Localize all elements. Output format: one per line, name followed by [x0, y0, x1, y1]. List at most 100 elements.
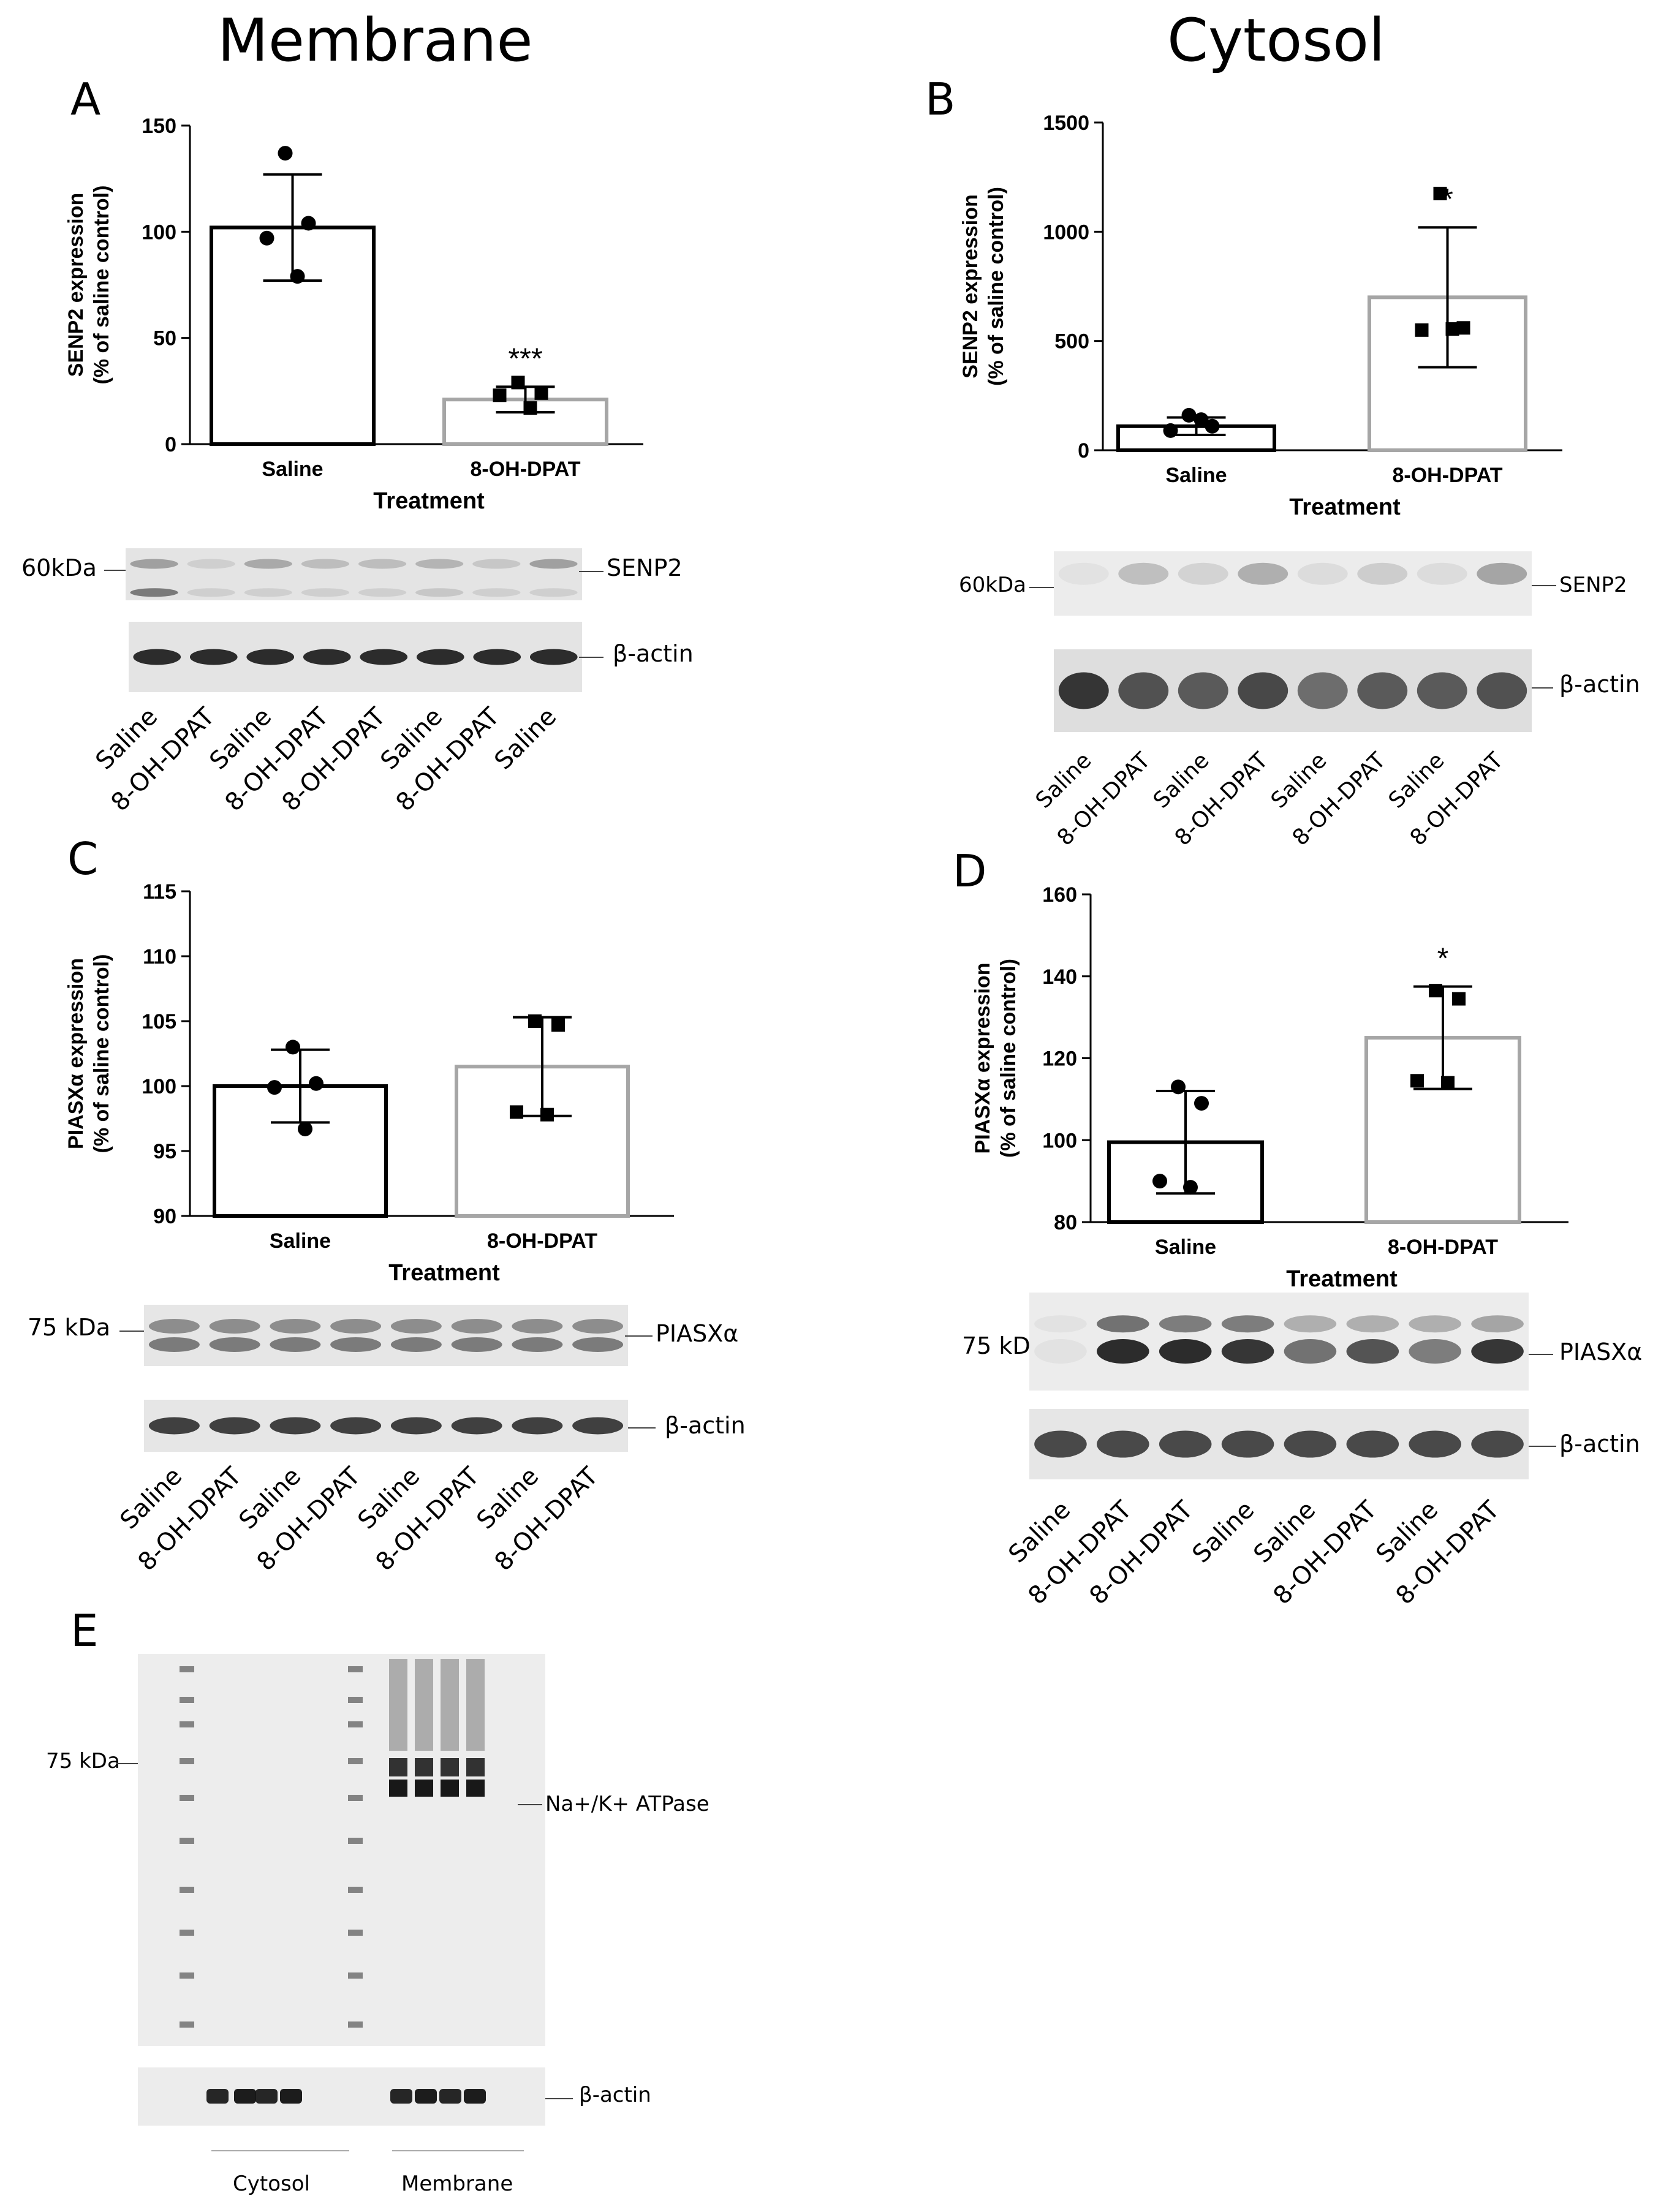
blot-background [126, 548, 582, 600]
blot-c-target-tick [625, 1335, 653, 1337]
blot-band [187, 559, 235, 569]
chart-c-y-tick-label: 110 [143, 945, 176, 968]
blot-e-atpase-band [415, 1780, 433, 1797]
blot-band [1058, 672, 1109, 709]
blot-e-atpase-band [441, 1758, 459, 1776]
chart-a-y-tick-label: 100 [142, 221, 176, 244]
blot-band [1409, 1339, 1461, 1364]
chart-b-point [1445, 322, 1459, 336]
blot-band [187, 588, 235, 597]
blot-band [1118, 562, 1169, 585]
chart-c-point [267, 1080, 282, 1095]
chart-d-y-tick-label: 100 [1042, 1129, 1077, 1152]
blot-b-actin-strip [1054, 649, 1532, 732]
blot-band [148, 1337, 200, 1352]
chart-a-point [493, 388, 507, 402]
blot-c-target-label: PIASXα [656, 1320, 739, 1347]
chart-d-significance: * [1437, 942, 1449, 975]
chart-c-category-label: Saline [270, 1229, 331, 1253]
chart-d-y-tick-label: 140 [1042, 965, 1077, 989]
panel-letter-a: A [70, 74, 101, 125]
blot-band [1284, 1339, 1337, 1364]
membrane-column-title: Membrane [218, 6, 533, 75]
chart-panel-d: 80 100 120 140 160 PIASXα expression (% of sal… [971, 883, 1568, 1292]
blot-e-ladder-left [180, 1838, 194, 1844]
blot-band [1097, 1315, 1149, 1333]
blot-band [1097, 1430, 1149, 1458]
blot-e-full-gel [138, 1654, 545, 2046]
blot-d-target-label: PIASXα [1559, 1338, 1643, 1365]
chart-c-y-tick-label: 105 [142, 1010, 176, 1033]
blot-e-ladder-right [348, 2021, 363, 2028]
chart-panel-b: 0 500 1000 1500 SENP2 expression (% of saline… [959, 111, 1562, 520]
chart-d-category-label: Saline [1155, 1236, 1216, 1259]
blot-band [529, 588, 578, 597]
chart-b-point [1181, 407, 1197, 423]
blot-b-senp2-strip [1054, 551, 1532, 616]
blot-band [415, 559, 464, 569]
blot-e-ladder-left [180, 1887, 194, 1893]
blot-e-ladder-right [348, 1887, 363, 1893]
blot-band [1221, 1339, 1274, 1364]
chart-a-category-label: 8-OH-DPAT [470, 458, 580, 481]
blot-e-atpase-band [389, 1758, 407, 1776]
chart-a-point [511, 376, 525, 390]
blot-a-senp2-strip [126, 548, 582, 600]
chart-c-point [510, 1105, 523, 1119]
blot-d-piasx-strip [1029, 1293, 1529, 1391]
blot-e-actin-band [234, 2089, 256, 2104]
blot-band [189, 649, 238, 665]
blot-band [1417, 562, 1467, 585]
blot-band [1297, 562, 1348, 585]
chart-c-category-label: 8-OH-DPAT [487, 1229, 597, 1253]
blot-e-actin-tick [545, 2098, 573, 2099]
chart-b-category-label: 8-OH-DPAT [1392, 464, 1502, 487]
blot-band [451, 1417, 502, 1435]
blot-b-target-label: SENP2 [1559, 573, 1627, 597]
chart-b-y-axis-label: SENP2 expression [959, 194, 982, 378]
chart-a-significance: *** [508, 342, 542, 375]
blot-e-ladder-right [348, 1666, 363, 1672]
blot-band [390, 1417, 442, 1435]
blot-band [572, 1319, 624, 1334]
blot-band [130, 559, 178, 569]
blot-b-actin-tick [1532, 687, 1553, 689]
chart-d-y-tick-label: 80 [1054, 1211, 1077, 1234]
chart-d-point [1441, 1076, 1455, 1090]
blot-band [148, 1319, 200, 1334]
blot-a-marker-label: 60kDa [21, 554, 97, 581]
blot-band [1346, 1315, 1399, 1333]
blot-e-ladder-left [180, 1972, 194, 1979]
chart-c-y-tick-label: 100 [142, 1075, 176, 1098]
chart-c-y-tick-label: 95 [153, 1140, 176, 1163]
blot-e-cytosol-rule [211, 2150, 349, 2151]
chart-c-y-tick-label: 90 [153, 1205, 176, 1228]
blot-band [148, 1417, 200, 1435]
blot-b-marker-tick [1029, 587, 1057, 588]
blot-e-marker-label: 75 kDa [46, 1749, 120, 1773]
chart-a-point [523, 401, 537, 415]
chart-c-y-axis-label: PIASXα expression [64, 958, 88, 1149]
blot-a-actin-label: β-actin [613, 640, 694, 667]
blot-band [1346, 1339, 1399, 1364]
blot-e-ladder-left [180, 1697, 194, 1703]
blot-band [529, 559, 578, 569]
blot-band [246, 649, 295, 665]
blot-d-target-tick [1529, 1354, 1553, 1355]
chart-b-x-axis-label: Treatment [1289, 494, 1401, 520]
blot-e-actin-band [390, 2089, 412, 2104]
blot-e-atpase-band [466, 1758, 485, 1776]
panel-letter-d: D [953, 845, 987, 897]
blot-band [1159, 1430, 1212, 1458]
blot-e-actin-band [206, 2089, 229, 2104]
blot-band [1118, 672, 1169, 709]
blot-band [358, 559, 407, 569]
chart-b-y-tick-label: 0 [1078, 439, 1089, 462]
chart-d-category-label: 8-OH-DPAT [1388, 1236, 1498, 1259]
chart-b-point [1194, 412, 1209, 428]
chart-a-point [259, 230, 274, 246]
blot-c-actin-label: β-actin [665, 1412, 746, 1439]
blot-band [330, 1417, 382, 1435]
chart-d-point [1410, 1074, 1424, 1088]
blot-a-marker-tick [104, 570, 129, 571]
